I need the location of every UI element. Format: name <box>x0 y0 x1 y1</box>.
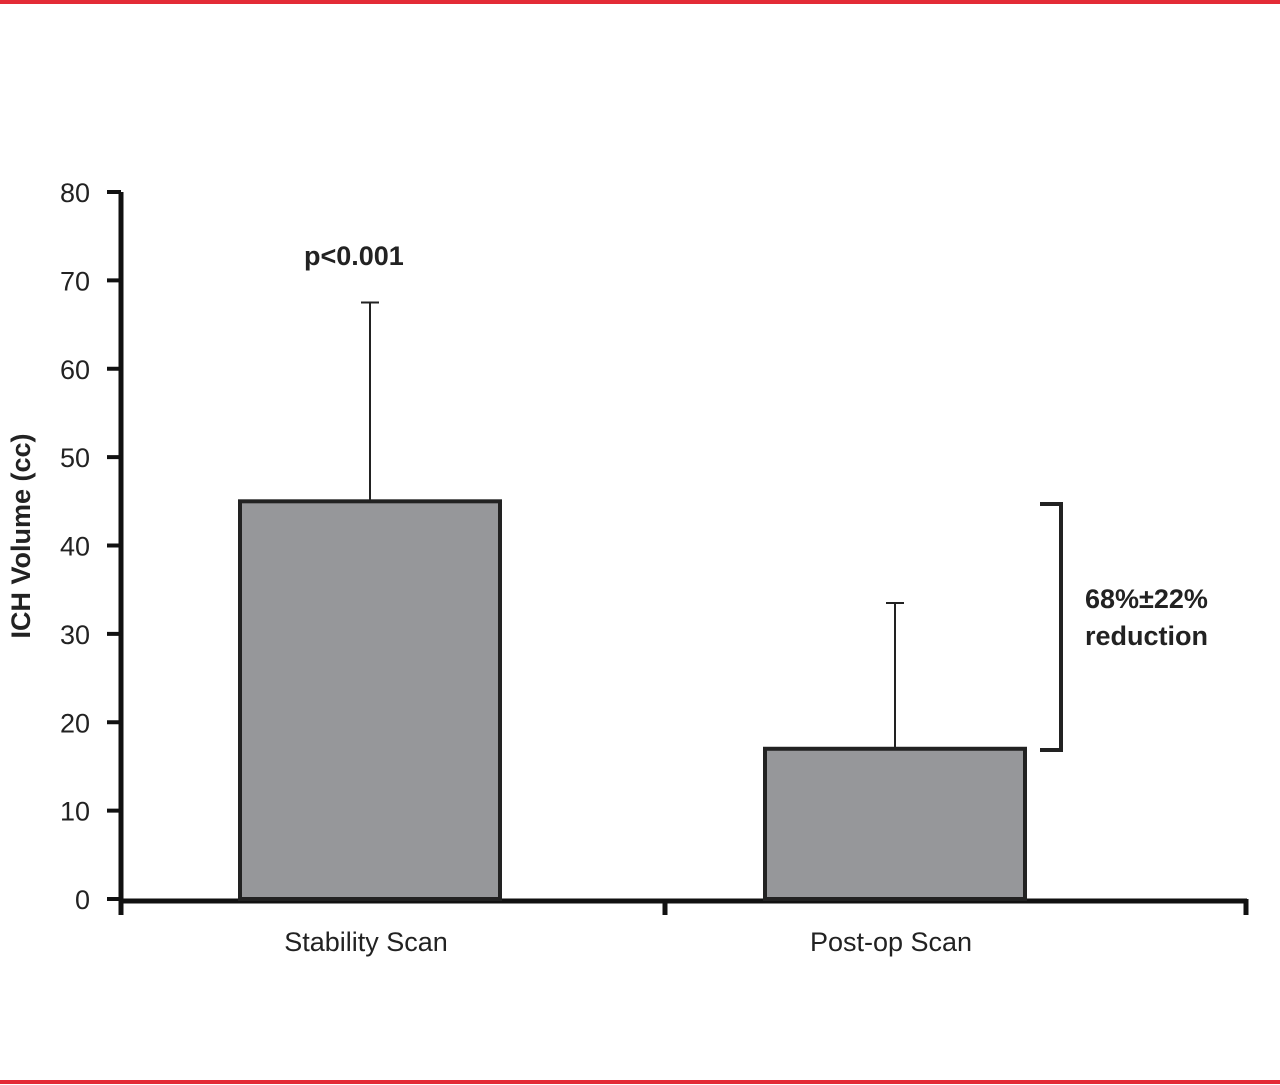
y-tick-label-60: 60 <box>60 355 90 385</box>
bar-post-op-scan <box>763 746 1027 902</box>
x-tick-label-post-op-scan: Post-op Scan <box>810 927 972 957</box>
reduction-label-line1: 68%±22% <box>1085 584 1208 614</box>
bar-stability-scan <box>238 499 502 901</box>
axes: 0 10 20 30 40 50 60 70 80 Stability Scan Post-op S… <box>60 178 1249 957</box>
y-tick-label-40: 40 <box>60 532 90 562</box>
y-tick-label-20: 20 <box>60 708 90 738</box>
x-tick-label-stability-scan: Stability Scan <box>284 927 448 957</box>
y-tick-label-0: 0 <box>75 885 90 915</box>
y-tick-label-80: 80 <box>60 178 90 208</box>
reduction-label-line2: reduction <box>1085 621 1208 651</box>
bottom-red-rule <box>0 1080 1280 1084</box>
error-bars <box>361 301 904 749</box>
y-tick-label-70: 70 <box>60 266 90 296</box>
y-tick-label-30: 30 <box>60 620 90 650</box>
annotations: p<0.001 68%±22% reduction <box>304 241 1208 752</box>
top-red-rule <box>0 0 1280 4</box>
y-axis-title: ICH Volume (cc) <box>6 433 36 638</box>
bars <box>238 499 1027 902</box>
y-tick-label-10: 10 <box>60 797 90 827</box>
y-tick-label-50: 50 <box>60 443 90 473</box>
p-value-label: p<0.001 <box>304 241 404 271</box>
